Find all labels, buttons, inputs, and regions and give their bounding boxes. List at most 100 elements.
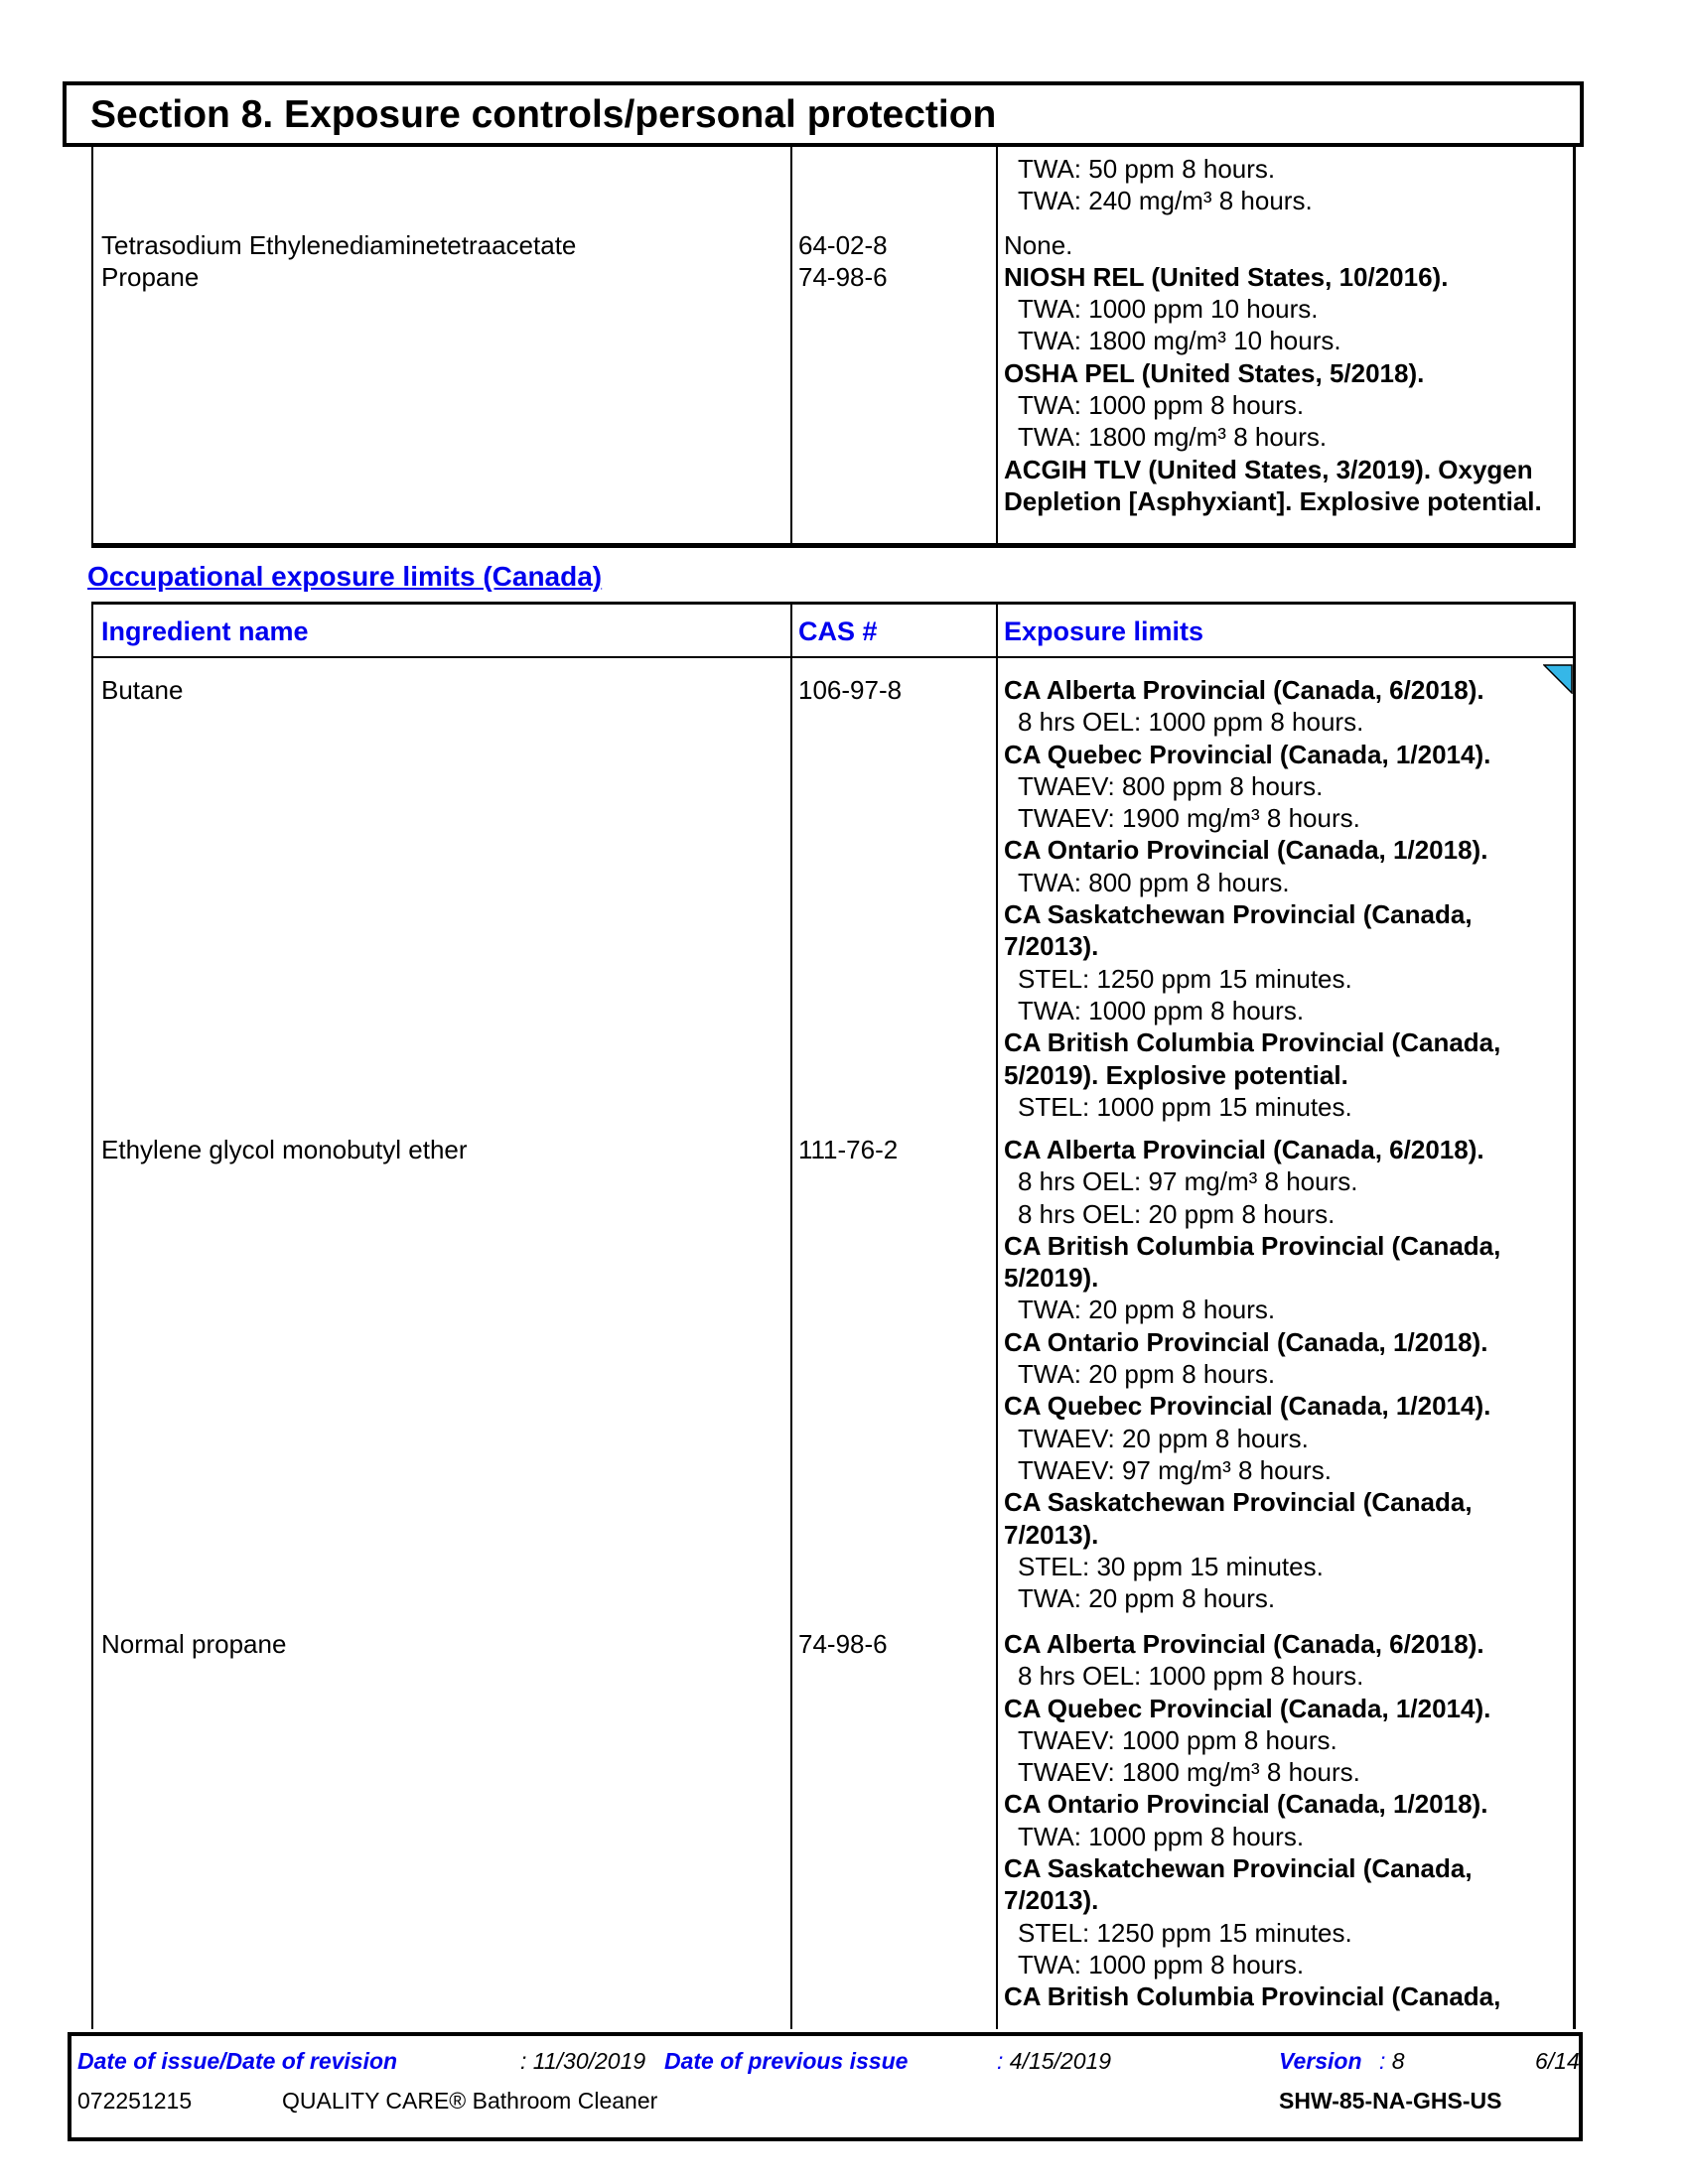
text-line: CA Ontario Provincial (Canada, 1/2018). bbox=[1004, 1326, 1488, 1357]
cas-cell: 64-02-8 74-98-6 bbox=[798, 153, 987, 293]
footer-box: Date of issue/Date of revision : 11/30/2… bbox=[68, 2032, 1583, 2141]
text-line bbox=[1004, 217, 1574, 229]
text-line: TWA: 1800 mg/m³ 10 hours. bbox=[1018, 326, 1341, 356]
text-line: CA British Columbia Provincial (Canada, bbox=[1004, 1230, 1501, 1261]
text-line: 7/2013). bbox=[1004, 931, 1099, 962]
canada-exposure-table: Ingredient name CAS # Exposure limits Bu… bbox=[91, 602, 1576, 2029]
column-separator bbox=[790, 147, 792, 543]
text-line: STEL: 1000 ppm 15 minutes. bbox=[1018, 1091, 1352, 1122]
column-separator bbox=[790, 605, 792, 2029]
text-line: CA Saskatchewan Provincial (Canada, bbox=[1004, 1487, 1473, 1518]
text-line: TWA: 1000 ppm 8 hours. bbox=[1018, 1821, 1305, 1851]
text-line: TWA: 240 mg/m³ 8 hours. bbox=[1018, 186, 1313, 216]
text-line: TWA: 50 ppm 8 hours. bbox=[1018, 154, 1276, 184]
text-line: Tetrasodium Ethylenediaminetetraacetate bbox=[101, 229, 577, 260]
version-number: 8 bbox=[1391, 2048, 1405, 2074]
text-line: CA Ontario Provincial (Canada, 1/2018). bbox=[1004, 835, 1488, 866]
colon: : bbox=[520, 2048, 527, 2074]
text-line: Depletion [Asphyxiant]. Explosive potent… bbox=[1004, 485, 1542, 516]
text-line: 8 hrs OEL: 1000 ppm 8 hours. bbox=[1018, 1661, 1364, 1692]
canada-exposure-heading: Occupational exposure limits (Canada) bbox=[87, 561, 603, 592]
text-line bbox=[101, 217, 786, 229]
text-line: None. bbox=[1004, 229, 1073, 260]
text-line: TWA: 20 ppm 8 hours. bbox=[1018, 1295, 1276, 1325]
text-line: TWAEV: 97 mg/m³ 8 hours. bbox=[1018, 1454, 1332, 1485]
colon: : bbox=[1379, 2048, 1386, 2074]
section-title: Section 8. Exposure controls/personal pr… bbox=[90, 93, 997, 136]
text-line: CA Alberta Provincial (Canada, 6/2018). bbox=[1004, 1135, 1484, 1164]
text-line bbox=[798, 153, 987, 185]
text-line: 74-98-6 bbox=[798, 261, 888, 292]
section-header-box: Section 8. Exposure controls/personal pr… bbox=[63, 81, 1584, 147]
column-header-ingredient: Ingredient name bbox=[101, 616, 309, 646]
text-line: 8 hrs OEL: 97 mg/m³ 8 hours. bbox=[1018, 1166, 1358, 1197]
text-line: TWAEV: 1800 mg/m³ 8 hours. bbox=[1018, 1757, 1360, 1788]
change-marker-icon bbox=[1543, 664, 1573, 694]
date-of-previous-issue-label: Date of previous issue bbox=[664, 2048, 909, 2074]
text-line: TWA: 1000 ppm 8 hours. bbox=[1018, 1949, 1305, 1979]
date-of-issue-label: Date of issue/Date of revision bbox=[77, 2048, 398, 2074]
page-number: 6/14 bbox=[1535, 2048, 1580, 2074]
text-line: CA Saskatchewan Provincial (Canada, bbox=[1004, 899, 1473, 930]
text-line: CA Ontario Provincial (Canada, 1/2018). bbox=[1004, 1789, 1488, 1820]
version-item: Version bbox=[1279, 2048, 1362, 2075]
text-line bbox=[798, 217, 987, 229]
text-line: TWA: 1000 ppm 8 hours. bbox=[1018, 995, 1305, 1025]
column-separator bbox=[996, 147, 998, 543]
text-line: OSHA PEL (United States, 5/2018). bbox=[1004, 357, 1425, 388]
text-line: TWA: 1000 ppm 10 hours. bbox=[1018, 294, 1319, 325]
text-line: ACGIH TLV (United States, 3/2019). Oxyge… bbox=[1004, 454, 1533, 484]
date-of-previous-issue-value: : 4/15/2019 bbox=[997, 2048, 1111, 2075]
text-line: CA British Columbia Provincial (Canada, bbox=[1004, 1981, 1501, 2012]
document-code: SHW-85-NA-GHS-US bbox=[1279, 2088, 1502, 2114]
date-value: 4/15/2019 bbox=[1009, 2048, 1112, 2074]
text-line: STEL: 30 ppm 15 minutes. bbox=[1018, 1551, 1324, 1581]
header-separator bbox=[93, 656, 1573, 658]
text-line bbox=[101, 153, 786, 185]
exposure-limits-cell: TWA: 50 ppm 8 hours. TWA: 240 mg/m³ 8 hou… bbox=[1004, 153, 1574, 517]
column-separator bbox=[996, 605, 998, 2029]
text-line: STEL: 1250 ppm 15 minutes. bbox=[1018, 1917, 1352, 1948]
text-line: CA Quebec Provincial (Canada, 1/2014). bbox=[1004, 739, 1491, 769]
us-exposure-table: Tetrasodium Ethylenediaminetetraacetate P… bbox=[91, 147, 1576, 548]
exposure-limits-cell: CA Alberta Provincial (Canada, 6/2018). 8… bbox=[1004, 1628, 1569, 2013]
text-line: 5/2019). bbox=[1004, 1263, 1099, 1294]
date-of-issue-value: : 11/30/2019 bbox=[520, 2048, 645, 2075]
colon: : bbox=[997, 2048, 1004, 2074]
text-line bbox=[798, 185, 987, 216]
cas-number: 111-76-2 bbox=[798, 1135, 899, 1164]
column-header-limits: Exposure limits bbox=[1004, 616, 1204, 646]
text-line: CA British Columbia Provincial (Canada, bbox=[1004, 1027, 1501, 1058]
version-value: : 8 bbox=[1379, 2048, 1405, 2075]
text-line: 5/2019). Explosive potential. bbox=[1004, 1059, 1348, 1090]
document-number: 072251215 bbox=[77, 2088, 193, 2114]
ingredient-cell: Tetrasodium Ethylenediaminetetraacetate P… bbox=[101, 153, 786, 293]
text-line: CA Saskatchewan Provincial (Canada, bbox=[1004, 1853, 1473, 1884]
text-line: CA Quebec Provincial (Canada, 1/2014). bbox=[1004, 1391, 1491, 1422]
column-header-cas: CAS # bbox=[798, 616, 878, 646]
date-of-previous-issue-item: Date of previous issue bbox=[664, 2048, 908, 2075]
text-line: 64-02-8 bbox=[798, 229, 888, 260]
text-line: Propane bbox=[101, 261, 200, 292]
text-line: 8 hrs OEL: 20 ppm 8 hours. bbox=[1018, 1198, 1336, 1229]
text-line: TWA: 20 ppm 8 hours. bbox=[1018, 1359, 1276, 1390]
text-line: STEL: 1250 ppm 15 minutes. bbox=[1018, 963, 1352, 994]
date-value: 11/30/2019 bbox=[532, 2048, 646, 2074]
text-line: CA Alberta Provincial (Canada, 6/2018). bbox=[1004, 675, 1484, 705]
ingredient-name: Ethylene glycol monobutyl ether bbox=[101, 1135, 468, 1164]
exposure-limits-cell: CA Alberta Provincial (Canada, 6/2018). 8… bbox=[1004, 674, 1569, 1123]
text-line: TWAEV: 20 ppm 8 hours. bbox=[1018, 1423, 1309, 1453]
cas-number: 106-97-8 bbox=[798, 675, 903, 705]
text-line: 8 hrs OEL: 1000 ppm 8 hours. bbox=[1018, 707, 1364, 738]
cas-number: 74-98-6 bbox=[798, 1629, 888, 1659]
text-line: NIOSH REL (United States, 10/2016). bbox=[1004, 261, 1449, 292]
text-line bbox=[101, 185, 786, 216]
product-name: QUALITY CARE® Bathroom Cleaner bbox=[282, 2088, 658, 2114]
text-line: TWAEV: 1000 ppm 8 hours. bbox=[1018, 1724, 1337, 1755]
ingredient-name: Normal propane bbox=[101, 1629, 287, 1659]
date-of-issue-item: Date of issue/Date of revision bbox=[77, 2048, 397, 2075]
text-line: TWA: 800 ppm 8 hours. bbox=[1018, 867, 1290, 897]
ingredient-name: Butane bbox=[101, 675, 184, 705]
text-line: TWA: 1800 mg/m³ 8 hours. bbox=[1018, 422, 1328, 453]
